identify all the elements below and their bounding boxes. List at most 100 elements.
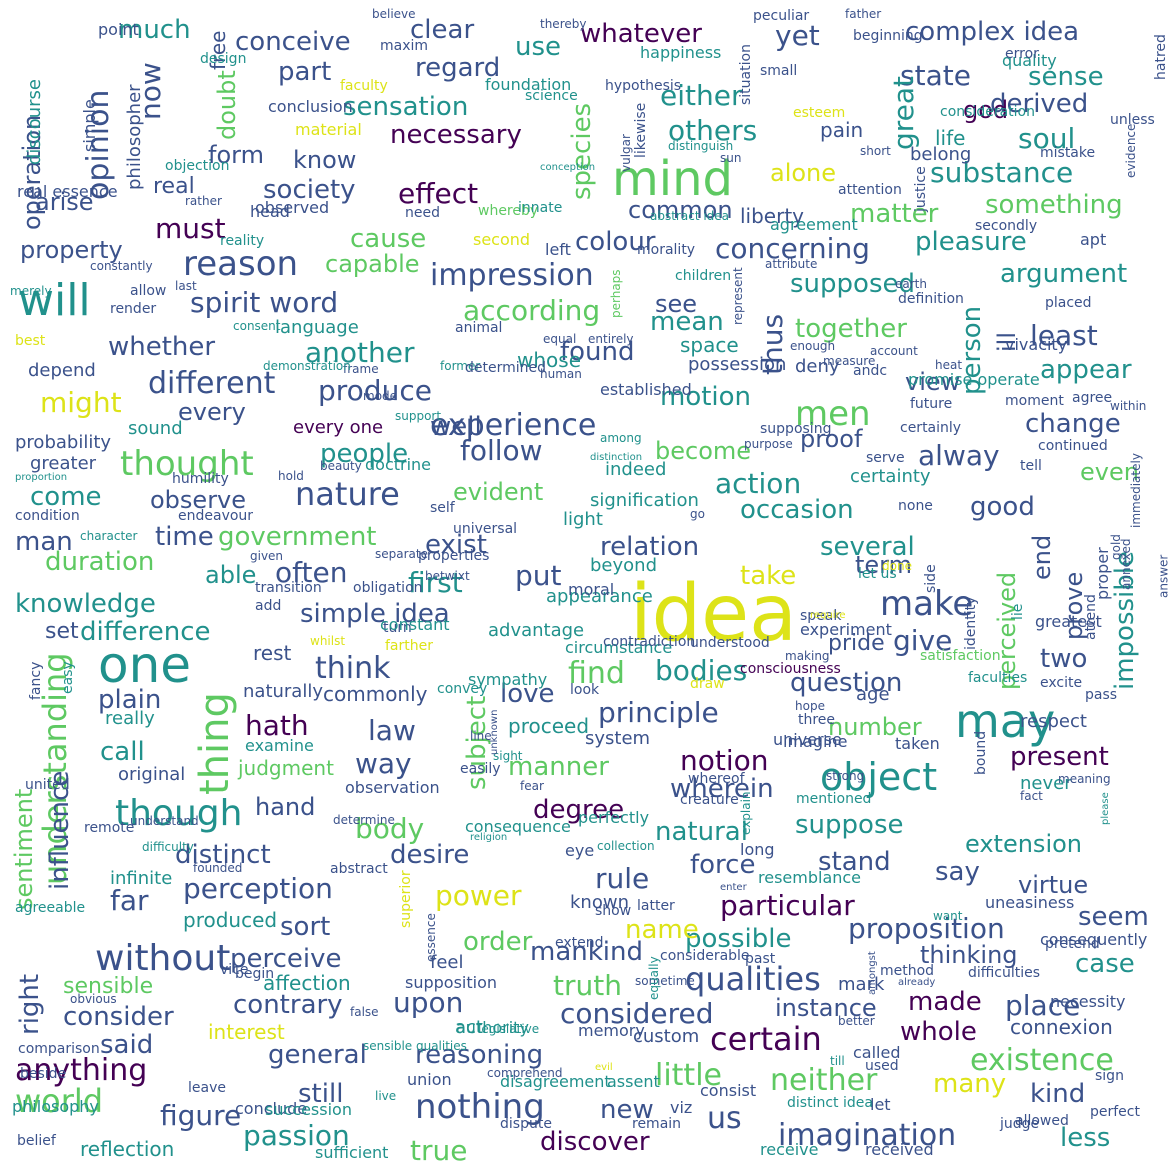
cloud-word: body — [355, 812, 424, 845]
cloud-word: different — [148, 366, 276, 401]
cloud-word: still — [298, 1079, 343, 1109]
cloud-word: likewise — [633, 103, 649, 158]
cloud-word: will — [18, 275, 91, 326]
cloud-word: life — [935, 126, 965, 150]
cloud-word: allow — [130, 283, 166, 299]
cloud-word: number — [828, 713, 922, 741]
cloud-word: receive — [760, 1140, 818, 1159]
cloud-word: bound — [973, 731, 989, 775]
cloud-word: us — [707, 1101, 742, 1136]
cloud-word: extend — [555, 935, 604, 951]
cloud-word: perhaps — [609, 269, 623, 318]
cloud-word: qualities — [685, 960, 821, 998]
cloud-word: duration — [45, 547, 154, 577]
cloud-word: able — [205, 561, 256, 589]
cloud-word: agreeable — [15, 900, 85, 916]
cloud-word: appear — [1040, 355, 1132, 385]
cloud-word: convey — [437, 681, 487, 697]
cloud-word: conclusion — [268, 97, 353, 116]
cloud-word: innate — [518, 200, 562, 216]
cloud-word: virtue — [1018, 871, 1088, 899]
cloud-word: regard — [415, 53, 500, 83]
cloud-word: action — [715, 467, 801, 500]
cloud-word: reasoning — [415, 1040, 543, 1070]
cloud-word: apt — [1080, 230, 1106, 249]
cloud-word: memory — [578, 1021, 645, 1040]
cloud-word: better — [838, 1014, 875, 1028]
cloud-word: let — [870, 1095, 891, 1114]
cloud-word: add — [255, 598, 281, 614]
cloud-word: character — [80, 529, 138, 543]
cloud-word: measure — [823, 354, 875, 368]
cloud-word: collection — [597, 839, 655, 853]
cloud-word: present — [1010, 742, 1109, 772]
cloud-word: may — [955, 694, 1055, 748]
cloud-word: legislative — [478, 1022, 539, 1036]
cloud-word: please — [1100, 792, 1111, 825]
cloud-word: supposition — [405, 973, 497, 992]
cloud-word: children — [675, 268, 731, 284]
cloud-word: mistake — [1040, 145, 1095, 161]
cloud-word: perceived — [993, 572, 1021, 690]
cloud-word: supposing — [760, 421, 831, 437]
cloud-word: consider — [63, 1002, 174, 1032]
cloud-word: sensation — [343, 92, 468, 122]
cloud-word: existence — [970, 1043, 1114, 1078]
cloud-word: advantage — [488, 620, 584, 641]
cloud-word: understand — [130, 814, 199, 828]
cloud-word: thing — [192, 692, 238, 795]
cloud-word: sympathy — [468, 670, 547, 689]
cloud-word: together — [795, 314, 907, 344]
cloud-word: speak — [800, 608, 842, 624]
cloud-word: eye — [565, 841, 594, 860]
cloud-word: great — [887, 76, 920, 150]
cloud-word: bodies — [655, 654, 747, 687]
cloud-word: either — [660, 79, 743, 112]
cloud-word: demonstration — [263, 359, 351, 373]
cloud-word: world — [15, 1082, 103, 1120]
cloud-word: continued — [1038, 438, 1108, 454]
cloud-word: disagreement — [500, 1072, 611, 1091]
cloud-word: mean — [650, 307, 724, 337]
cloud-word: custom — [633, 1026, 699, 1047]
cloud-word: system — [585, 728, 650, 749]
cloud-word: draw — [690, 676, 725, 692]
cloud-word: knowledge — [15, 589, 156, 619]
cloud-word: light — [563, 509, 603, 530]
cloud-word: whilst — [310, 634, 345, 648]
cloud-word: sign — [1095, 1068, 1124, 1084]
cloud-word: really — [105, 708, 155, 729]
cloud-word: proper — [1093, 547, 1112, 600]
cloud-word: tell — [1020, 458, 1042, 474]
cloud-word: agreement — [770, 215, 858, 234]
cloud-word: human — [540, 367, 582, 381]
cloud-word: idea — [630, 569, 797, 659]
cloud-word: connexion — [1010, 1015, 1113, 1039]
cloud-word: secondly — [975, 218, 1037, 234]
cloud-word: support — [395, 409, 441, 423]
cloud-word: evil — [595, 1062, 613, 1073]
cloud-word: sentiment — [10, 789, 38, 910]
cloud-word: equally — [647, 956, 661, 1000]
cloud-word: sufficient — [315, 1143, 388, 1162]
cloud-word: require — [810, 610, 846, 621]
cloud-word: understood — [690, 635, 770, 651]
cloud-word: united — [25, 777, 70, 793]
cloud-word: sensible — [63, 974, 153, 999]
cloud-word: spirit word — [190, 286, 338, 319]
cloud-word: indeed — [605, 459, 666, 480]
cloud-word: authority — [456, 1018, 529, 1037]
cloud-word: mankind — [530, 937, 643, 967]
cloud-word: consent — [233, 319, 281, 333]
cloud-word: whereby — [478, 203, 538, 219]
cloud-word: difficulty — [142, 840, 194, 854]
cloud-word: certainly — [900, 420, 961, 436]
cloud-word: want — [933, 909, 963, 923]
cloud-word: mark — [838, 974, 885, 995]
cloud-word: mentioned — [796, 791, 871, 807]
cloud-word: assent — [607, 1072, 660, 1091]
cloud-word: depend — [28, 360, 96, 381]
cloud-word: distinction — [590, 452, 642, 463]
cloud-word: beginning — [853, 28, 923, 44]
